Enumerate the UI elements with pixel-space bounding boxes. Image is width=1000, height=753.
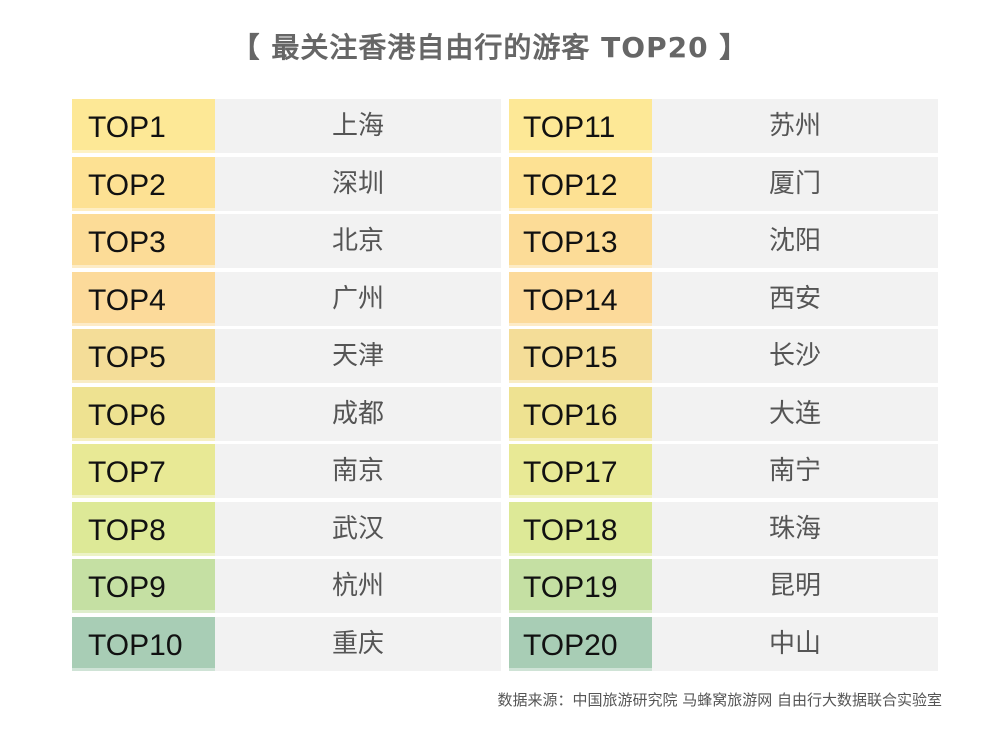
city-name: 西安 — [652, 271, 938, 326]
city-name: 厦门 — [652, 156, 938, 211]
ranking-table-left: TOP1 上海 TOP2 深圳 TOP3 北京 TOP4 广州 TOP5 天津 TOP6 成… — [72, 99, 501, 674]
city-name: 南京 — [215, 444, 501, 498]
rank-label: TOP9 — [72, 559, 215, 613]
city-name: 深圳 — [215, 156, 501, 211]
rank-label: TOP17 — [509, 444, 652, 498]
city-name: 北京 — [215, 214, 501, 268]
ranking-row: TOP12 厦门 — [509, 156, 938, 211]
ranking-row: TOP13 沈阳 — [509, 214, 938, 268]
rank-label: TOP6 — [72, 386, 215, 441]
city-name: 长沙 — [652, 329, 938, 383]
rank-label: TOP13 — [509, 214, 652, 268]
rank-label: TOP18 — [509, 501, 652, 556]
city-name: 中山 — [652, 616, 938, 671]
city-name: 昆明 — [652, 559, 938, 613]
ranking-row: TOP20 中山 — [509, 616, 938, 671]
ranking-row: TOP14 西安 — [509, 271, 938, 326]
rank-label: TOP4 — [72, 271, 215, 326]
ranking-row: TOP16 大连 — [509, 386, 938, 441]
rank-label: TOP14 — [509, 271, 652, 326]
rank-label: TOP3 — [72, 214, 215, 268]
ranking-row: TOP11 苏州 — [509, 99, 938, 153]
data-source-note: 数据来源：中国旅游研究院 马蜂窝旅游网 自由行大数据联合实验室 — [497, 691, 942, 709]
ranking-row: TOP2 深圳 — [72, 156, 501, 211]
city-name: 南宁 — [652, 444, 938, 498]
ranking-row: TOP3 北京 — [72, 214, 501, 268]
ranking-row: TOP9 杭州 — [72, 559, 501, 613]
rank-label: TOP12 — [509, 156, 652, 211]
rank-label: TOP16 — [509, 386, 652, 441]
ranking-row: TOP19 昆明 — [509, 559, 938, 613]
city-name: 武汉 — [215, 501, 501, 556]
rank-label: TOP19 — [509, 559, 652, 613]
city-name: 大连 — [652, 386, 938, 441]
city-name: 沈阳 — [652, 214, 938, 268]
ranking-row: TOP4 广州 — [72, 271, 501, 326]
rank-label: TOP15 — [509, 329, 652, 383]
rank-label: TOP20 — [509, 616, 652, 671]
ranking-row: TOP1 上海 — [72, 99, 501, 153]
city-name: 杭州 — [215, 559, 501, 613]
city-name: 重庆 — [215, 616, 501, 671]
city-name: 广州 — [215, 271, 501, 326]
rank-label: TOP5 — [72, 329, 215, 383]
ranking-row: TOP8 武汉 — [72, 501, 501, 556]
rank-label: TOP11 — [509, 99, 652, 153]
ranking-row: TOP17 南宁 — [509, 444, 938, 498]
city-name: 珠海 — [652, 501, 938, 556]
city-name: 天津 — [215, 329, 501, 383]
ranking-row: TOP10 重庆 — [72, 616, 501, 671]
ranking-row: TOP6 成都 — [72, 386, 501, 441]
city-name: 苏州 — [652, 99, 938, 153]
rank-label: TOP10 — [72, 616, 215, 671]
city-name: 上海 — [215, 99, 501, 153]
ranking-row: TOP18 珠海 — [509, 501, 938, 556]
rank-label: TOP8 — [72, 501, 215, 556]
rank-label: TOP1 — [72, 99, 215, 153]
ranking-row: TOP5 天津 — [72, 329, 501, 383]
rank-label: TOP7 — [72, 444, 215, 498]
ranking-row: TOP15 长沙 — [509, 329, 938, 383]
ranking-row: TOP7 南京 — [72, 444, 501, 498]
city-name: 成都 — [215, 386, 501, 441]
ranking-table-right: TOP11 苏州 TOP12 厦门 TOP13 沈阳 TOP14 西安 TOP15 长沙 … — [509, 99, 938, 674]
rank-label: TOP2 — [72, 156, 215, 211]
page-title: 【 最关注香港自由行的游客 TOP20 】 — [231, 31, 749, 64]
